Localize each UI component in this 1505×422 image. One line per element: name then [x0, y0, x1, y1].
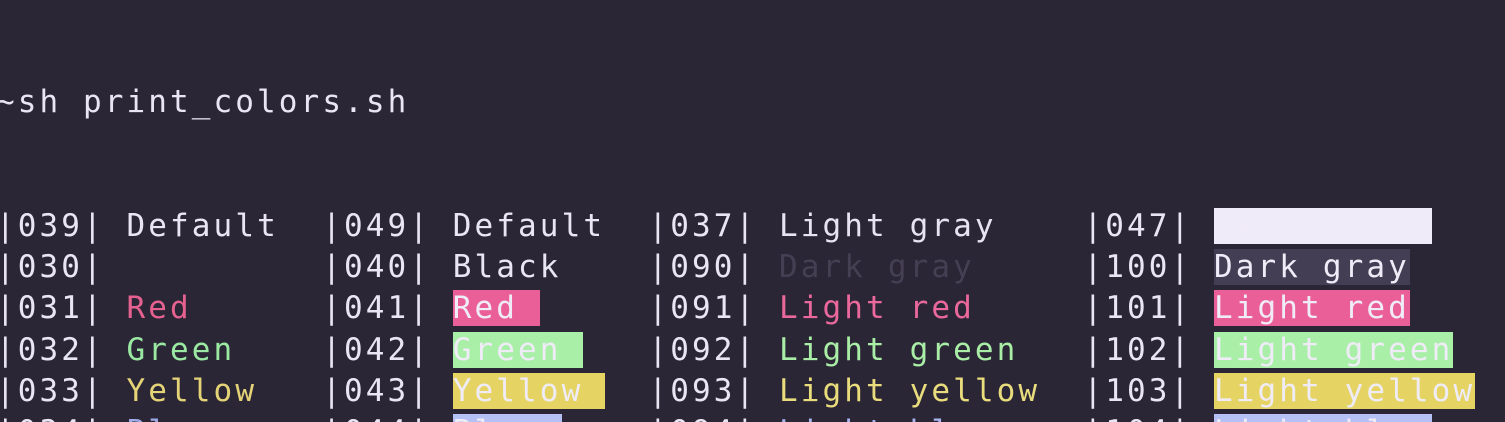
ansi-code: |032| — [0, 331, 105, 368]
color-swatch-label: Light gray — [1214, 208, 1432, 244]
color-cell: |040| Black — [322, 247, 648, 288]
color-swatch-label: Black — [126, 249, 236, 286]
color-cell: |037| Light gray — [649, 206, 1084, 247]
color-swatch-label: Yellow — [452, 372, 606, 409]
shell-prompt: ~ — [0, 84, 18, 121]
ansi-code: |043| — [322, 372, 432, 409]
ansi-code: |044| — [322, 414, 431, 422]
color-cell: |031| Red — [0, 288, 322, 329]
color-swatch-label: Red — [126, 290, 192, 327]
color-cell: |093| Light yellow — [649, 371, 1084, 412]
color-swatch-label: Light green — [779, 331, 1019, 368]
color-swatch-label: Light gray — [779, 208, 997, 244]
color-cell: |044| Blue — [322, 412, 648, 422]
color-cell: |094| Light blue — [649, 412, 1084, 422]
color-swatch-label: Light red — [779, 290, 975, 327]
color-cell: |042| Green — [322, 330, 648, 371]
ansi-code: |090| — [648, 249, 758, 286]
color-cell: |033| Yellow — [0, 371, 322, 412]
ansi-code: |091| — [648, 290, 758, 327]
color-cell: |091| Light red — [649, 288, 1084, 329]
color-row: |033| Yellow |043| Yellow |093| Light yel… — [0, 371, 1505, 412]
color-cell: |102| Light green — [1084, 330, 1505, 371]
ansi-code: |103| — [1083, 372, 1193, 409]
color-cell: |100| Dark gray — [1084, 247, 1505, 288]
color-cell: |101| Light red — [1084, 288, 1505, 329]
color-row: |030| Black |040| Black |090| Dark gray |1… — [0, 247, 1505, 288]
color-cell: |032| Green — [0, 330, 322, 371]
color-swatch-label: Green — [452, 331, 584, 368]
ansi-code: |033| — [0, 372, 105, 409]
color-swatch-label: Red — [452, 290, 540, 327]
ansi-code: |039| — [0, 208, 105, 244]
ansi-code: |030| — [0, 249, 105, 286]
color-row: |031| Red |041| Red |091| Light red |101| … — [0, 288, 1505, 329]
color-cell: |034| Blue — [0, 412, 322, 422]
ansi-code: |104| — [1084, 414, 1193, 422]
ansi-code: |031| — [0, 290, 105, 327]
color-swatch-label: Light yellow — [1214, 372, 1476, 409]
color-swatch-label: Default — [452, 208, 606, 244]
color-row: |039| Default |049| Default |037| Light gr… — [0, 206, 1505, 247]
color-cell: |104| Light blue — [1084, 412, 1505, 422]
color-swatch-label: Light red — [1214, 290, 1410, 327]
ansi-code: |092| — [648, 331, 758, 368]
color-swatch-label: Light blue — [1214, 413, 1432, 422]
color-cell: |092| Light green — [649, 330, 1084, 371]
color-cell: |041| Red — [322, 288, 648, 329]
command-line: ~sh print_colors.sh — [0, 82, 1505, 123]
color-row: |032| Green |042| Green |092| Light green… — [0, 330, 1505, 371]
ansi-code: |100| — [1083, 249, 1193, 286]
color-swatch-label: Blue — [127, 414, 214, 422]
color-swatch-label: Green — [126, 331, 236, 368]
ansi-code: |034| — [0, 414, 105, 422]
color-swatch-label: Light green — [1214, 331, 1454, 368]
ansi-code: |094| — [649, 414, 758, 422]
color-swatch-label: Blue — [452, 413, 562, 422]
color-swatch-label: Dark gray — [1214, 249, 1410, 286]
ansi-code: |041| — [322, 290, 432, 327]
ansi-code: |047| — [1083, 208, 1193, 244]
ansi-code: |042| — [322, 331, 432, 368]
color-cell: |039| Default — [0, 206, 322, 247]
color-swatch-label: Light blue — [779, 414, 997, 422]
color-table: |039| Default |049| Default |037| Light gr… — [0, 206, 1505, 422]
color-cell: |090| Dark gray — [649, 247, 1084, 288]
color-swatch-label: Black — [452, 249, 584, 286]
color-swatch-label: Yellow — [126, 372, 258, 409]
color-swatch-label: Light yellow — [779, 372, 1041, 409]
color-cell: |103| Light yellow — [1084, 371, 1505, 412]
color-swatch-label: Dark gray — [779, 249, 975, 286]
color-row: |034| Blue|044| Blue |094| Light blue|10… — [0, 412, 1505, 422]
ansi-code: |101| — [1083, 290, 1193, 327]
color-cell: |043| Yellow — [322, 371, 648, 412]
ansi-code: |037| — [648, 208, 758, 244]
color-cell: |030| Black — [0, 247, 322, 288]
color-swatch-label: Default — [126, 208, 279, 244]
ansi-code: |049| — [322, 208, 432, 244]
command-text: sh print_colors.sh — [17, 84, 410, 121]
ansi-code: |093| — [648, 372, 758, 409]
ansi-code: |102| — [1083, 331, 1193, 368]
color-cell: |049| Default — [322, 206, 648, 247]
ansi-code: |040| — [322, 249, 432, 286]
color-cell: |047| Light gray — [1084, 206, 1505, 247]
